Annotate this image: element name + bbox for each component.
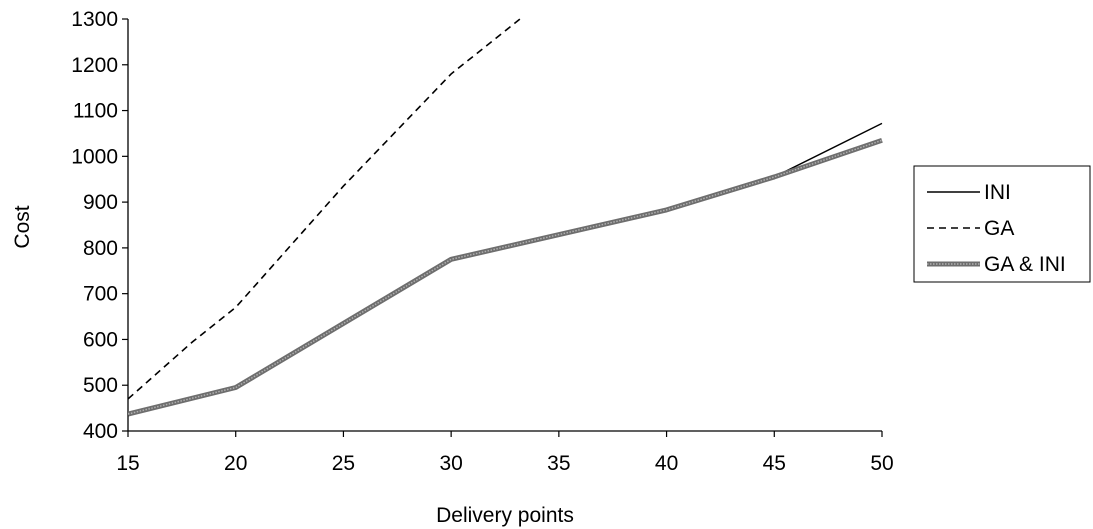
y-tick-label: 400 (83, 420, 118, 443)
x-tick-label: 25 (332, 452, 355, 475)
legend-label: GA (984, 217, 1014, 240)
y-tick-label: 500 (83, 374, 118, 397)
x-tick-label: 45 (763, 452, 786, 475)
x-tick-label: 50 (870, 452, 893, 475)
x-tick-label: 40 (655, 452, 678, 475)
y-tick-label: 1000 (71, 145, 118, 168)
y-axis-title: Cost (11, 205, 34, 248)
y-tick-label: 700 (83, 283, 118, 306)
y-tick-label: 1200 (71, 54, 118, 77)
x-axis: 15 20 25 30 35 40 45 50 (116, 430, 894, 475)
series-line-ga-ini-highlight (128, 139, 883, 415)
series-line-ga-ini (128, 137, 883, 417)
x-tick-label: 30 (439, 452, 462, 475)
y-tick-label: 1100 (73, 100, 118, 123)
x-tick-label: 35 (547, 452, 570, 475)
series-line-ini (128, 122, 883, 416)
y-tick-label: 900 (83, 191, 118, 214)
legend-label: GA & INI (984, 253, 1066, 276)
legend-label: INI (984, 181, 1011, 204)
y-tick-label: 1300 (71, 8, 118, 31)
series-layer (128, 18, 883, 417)
x-axis-title: Delivery points (436, 504, 574, 527)
x-tick-label: 15 (116, 452, 139, 475)
y-tick-label: 600 (83, 328, 118, 351)
y-axis: 400 500 600 700 800 900 1000 1100 1200 1300 (71, 8, 129, 443)
x-tick-label: 20 (224, 452, 247, 475)
legend: INI GA GA & INI (913, 165, 1091, 283)
series-line-ga (128, 18, 521, 400)
y-tick-label: 800 (83, 237, 118, 260)
